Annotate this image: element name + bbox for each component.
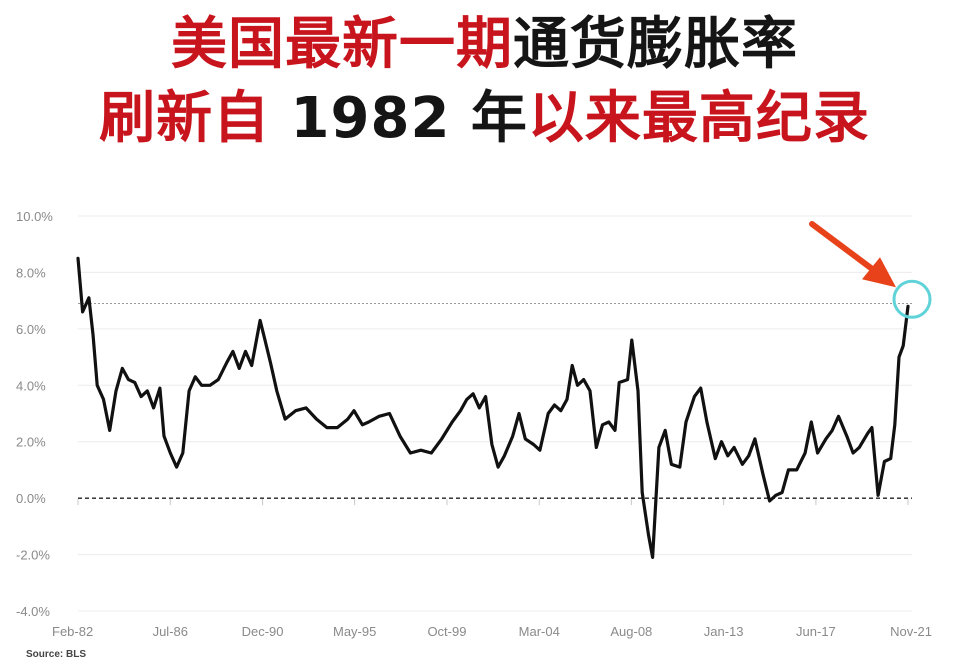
series-layer <box>76 256 910 559</box>
y-tick-label: -4.0% <box>16 604 50 619</box>
title-line-2-part-3: 以来最高纪录 <box>527 86 870 151</box>
title-line-1-part-4: 通货膨胀率 <box>513 12 798 77</box>
y-tick-label: -2.0% <box>16 548 50 563</box>
x-tick-label: Nov-21 <box>890 624 932 639</box>
x-tick-label: Jul-86 <box>153 624 188 639</box>
x-tick-label: Jun-17 <box>796 624 836 639</box>
y-tick-label: 2.0% <box>16 435 46 450</box>
x-tick-label: Dec-90 <box>242 624 284 639</box>
grid-layer <box>78 215 912 612</box>
x-tick-label: Oct-99 <box>427 624 466 639</box>
inflation-series-line <box>76 256 910 559</box>
y-tick-label: 4.0% <box>16 378 46 393</box>
y-tick-label: 10.0% <box>16 209 53 224</box>
y-tick-label: 8.0% <box>16 265 46 280</box>
y-tick-label: 6.0% <box>16 322 46 337</box>
title-line-1-part-1: 美国 <box>171 12 285 77</box>
arrow-head-icon <box>862 257 896 288</box>
arrow-shaft <box>809 221 881 277</box>
title-line-1-part-3: 一期 <box>399 12 513 77</box>
x-tick-label: Feb-82 <box>52 624 93 639</box>
x-tick-label: May-95 <box>333 624 376 639</box>
title-line-2-part-2: 1982 年 <box>270 86 528 151</box>
x-tick-label: Jan-13 <box>704 624 744 639</box>
highlight-circle <box>892 279 932 319</box>
title-line-1: 美国最新一期通货膨胀率 <box>0 8 969 82</box>
source-label: Source: BLS <box>26 649 86 660</box>
title-line-2-part-1: 刷新自 <box>99 86 271 151</box>
annotation-layer <box>809 221 932 319</box>
y-tick-label: 0.0% <box>16 491 46 506</box>
title-line-2: 刷新自 1982 年以来最高纪录 <box>0 82 969 156</box>
y-axis: 10.0% 8.0% 6.0% 4.0% 2.0% 0.0% -2.0% -4.0% <box>16 209 53 619</box>
x-tick-label: Aug-08 <box>610 624 652 639</box>
x-axis: Feb-82 Jul-86 Dec-90 May-95 Oct-99 Mar-04 Aug-… <box>52 499 932 639</box>
title-line-1-part-2: 最新 <box>285 12 399 77</box>
x-tick-label: Mar-04 <box>519 624 560 639</box>
chart-title: 美国最新一期通货膨胀率 刷新自 1982 年以来最高纪录 <box>0 8 969 156</box>
